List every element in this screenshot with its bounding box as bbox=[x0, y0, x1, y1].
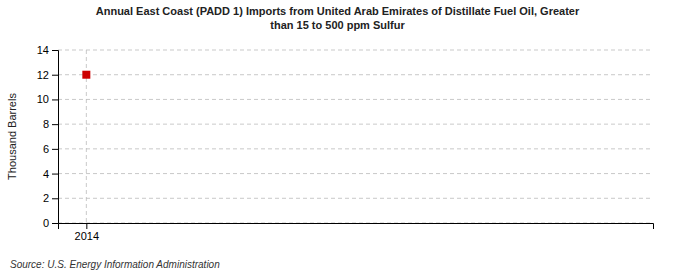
x-axis: 2014 bbox=[59, 223, 654, 242]
title-line: Annual East Coast (PADD 1) Imports from … bbox=[96, 5, 580, 17]
x-tick-mark bbox=[86, 223, 87, 229]
grid-line bbox=[58, 74, 653, 75]
chart-root: Annual East Coast (PADD 1) Imports from … bbox=[0, 0, 675, 275]
title-line: than 15 to 500 ppm Sulfur bbox=[270, 19, 405, 31]
source: Source: U.S. Energy Information Administ… bbox=[10, 259, 220, 270]
data-points bbox=[82, 71, 90, 79]
y-tick-label: 8 bbox=[43, 118, 49, 130]
y-tick-mark bbox=[52, 124, 58, 125]
grid-line bbox=[58, 124, 653, 125]
x-tick-label: 2014 bbox=[75, 230, 99, 242]
y-tick: 0 bbox=[43, 217, 58, 229]
grid-line bbox=[58, 148, 653, 149]
data-point bbox=[82, 71, 90, 79]
grid-line bbox=[58, 198, 653, 199]
y-tick: 6 bbox=[43, 143, 58, 155]
y-tick-label: 2 bbox=[43, 192, 49, 204]
y-tick: 14 bbox=[37, 44, 58, 56]
y-tick-mark bbox=[52, 198, 58, 199]
y-tick-mark bbox=[52, 75, 58, 76]
y-tick-label: 0 bbox=[43, 217, 49, 229]
y-tick-mark bbox=[52, 174, 58, 175]
x-tick: 2014 bbox=[75, 223, 99, 242]
y-tick-label: 4 bbox=[43, 168, 49, 180]
y-tick-label: 12 bbox=[37, 69, 49, 81]
y-tick: 12 bbox=[37, 69, 58, 81]
grid-line bbox=[58, 99, 653, 100]
y-tick-label: 10 bbox=[37, 93, 49, 105]
y-axis-line bbox=[52, 51, 59, 224]
y-tick: 10 bbox=[37, 93, 58, 105]
y-tick: 8 bbox=[43, 118, 58, 130]
y-tick-mark bbox=[52, 149, 58, 150]
y-tick: 4 bbox=[43, 168, 58, 180]
y-tick-mark bbox=[52, 50, 58, 51]
y-tick: 2 bbox=[43, 192, 58, 204]
y-tick-label: 14 bbox=[37, 44, 49, 56]
y-axis: 0 2 4 6 8 10 12 14 bbox=[37, 44, 59, 229]
y-axis-label: Thousand Barrels bbox=[6, 93, 18, 180]
y-tick-mark bbox=[52, 99, 58, 100]
plot-area: 2014 0 2 4 6 8 10 12 14 bbox=[37, 44, 654, 242]
y-tick-label: 6 bbox=[43, 143, 49, 155]
y-tick-mark bbox=[52, 223, 58, 224]
title: Annual East Coast (PADD 1) Imports from … bbox=[96, 5, 580, 31]
grid-line bbox=[58, 173, 653, 174]
x-axis-line bbox=[59, 224, 654, 230]
grid-line bbox=[58, 50, 653, 51]
grid bbox=[58, 50, 653, 223]
